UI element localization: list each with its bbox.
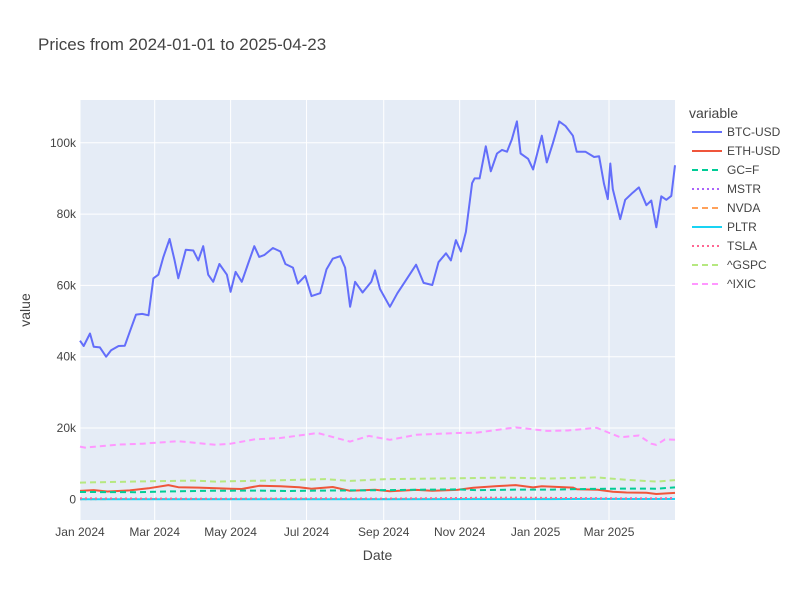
y-tick-label: 60k: [57, 278, 77, 292]
x-axis-title: Date: [363, 547, 393, 563]
series-line-tsla: [79, 496, 676, 500]
plot-area: [80, 100, 675, 520]
legend-title: variable: [689, 105, 738, 121]
series-line-gspc: [79, 476, 676, 484]
x-tick-label: Mar 2024: [129, 525, 180, 539]
legend-label: MSTR: [727, 182, 761, 196]
legend-item[interactable]: GC=F: [692, 163, 759, 177]
series-line-gc-f: [79, 486, 676, 494]
legend-item[interactable]: ^IXIC: [692, 277, 756, 291]
y-tick-label: 100k: [50, 136, 77, 150]
legend-item[interactable]: ^GSPC: [692, 258, 767, 272]
legend-label: ETH-USD: [727, 144, 781, 158]
legend-item[interactable]: NVDA: [692, 201, 760, 215]
y-tick-label: 0: [69, 492, 76, 506]
x-tick-label: Mar 2025: [584, 525, 635, 539]
y-axis-title: value: [17, 293, 33, 327]
legend-label: TSLA: [727, 239, 757, 253]
x-tick-label: May 2024: [204, 525, 257, 539]
legend-label: ^IXIC: [727, 277, 756, 291]
series-line-btc-usd: [79, 120, 676, 358]
axes: Jan 2024 Mar 2024 May 2024 Jul 2024 Sep 2024…: [50, 136, 635, 539]
legend-label: ^GSPC: [727, 258, 767, 272]
x-tick-label: Nov 2024: [434, 525, 486, 539]
legend-item[interactable]: PLTR: [692, 220, 757, 234]
x-tick-label: Sep 2024: [358, 525, 410, 539]
legend-item[interactable]: BTC-USD: [692, 125, 781, 139]
legend-label: NVDA: [727, 201, 760, 215]
legend-item[interactable]: TSLA: [692, 239, 757, 253]
series-line-ixic: [79, 426, 676, 449]
x-tick-label: Jul 2024: [284, 525, 330, 539]
y-tick-label: 20k: [57, 421, 77, 435]
legend-item[interactable]: ETH-USD: [692, 144, 781, 158]
legend-label: PLTR: [727, 220, 757, 234]
series-lines: [79, 120, 676, 501]
legend-label: BTC-USD: [727, 125, 781, 139]
chart-title: Prices from 2024-01-01 to 2025-04-23: [38, 35, 326, 54]
legend-item[interactable]: MSTR: [692, 182, 761, 196]
x-tick-label: Jan 2024: [55, 525, 105, 539]
y-tick-label: 40k: [57, 350, 77, 364]
legend-label: GC=F: [727, 163, 759, 177]
y-tick-label: 80k: [57, 207, 77, 221]
legend[interactable]: variable BTC-USD ETH-USD GC=F MSTR NVDA PLTR T…: [689, 105, 781, 291]
x-tick-label: Jan 2025: [511, 525, 561, 539]
